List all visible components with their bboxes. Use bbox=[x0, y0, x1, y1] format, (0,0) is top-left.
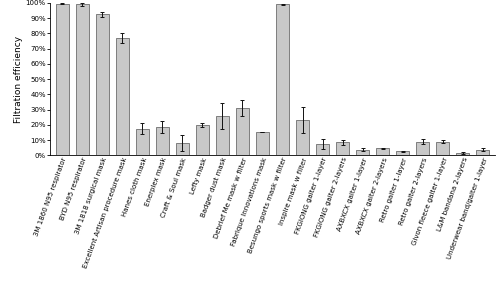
Bar bbox=[76, 4, 88, 155]
Bar bbox=[156, 127, 169, 155]
Bar bbox=[96, 14, 108, 155]
Bar bbox=[296, 120, 309, 155]
Bar bbox=[396, 151, 409, 155]
Bar bbox=[476, 150, 490, 155]
Bar bbox=[316, 144, 329, 155]
Bar bbox=[356, 150, 369, 155]
Bar bbox=[456, 153, 469, 155]
Bar bbox=[416, 142, 430, 155]
Bar bbox=[136, 129, 148, 155]
Bar bbox=[196, 125, 209, 155]
Bar bbox=[56, 4, 68, 155]
Bar bbox=[256, 132, 269, 155]
Y-axis label: Filtration efficiency: Filtration efficiency bbox=[14, 35, 23, 123]
Bar bbox=[176, 143, 189, 155]
Bar bbox=[216, 116, 229, 155]
Bar bbox=[236, 108, 249, 155]
Bar bbox=[376, 149, 390, 155]
Bar bbox=[336, 142, 349, 155]
Bar bbox=[276, 4, 289, 155]
Bar bbox=[436, 142, 450, 155]
Bar bbox=[116, 38, 128, 155]
